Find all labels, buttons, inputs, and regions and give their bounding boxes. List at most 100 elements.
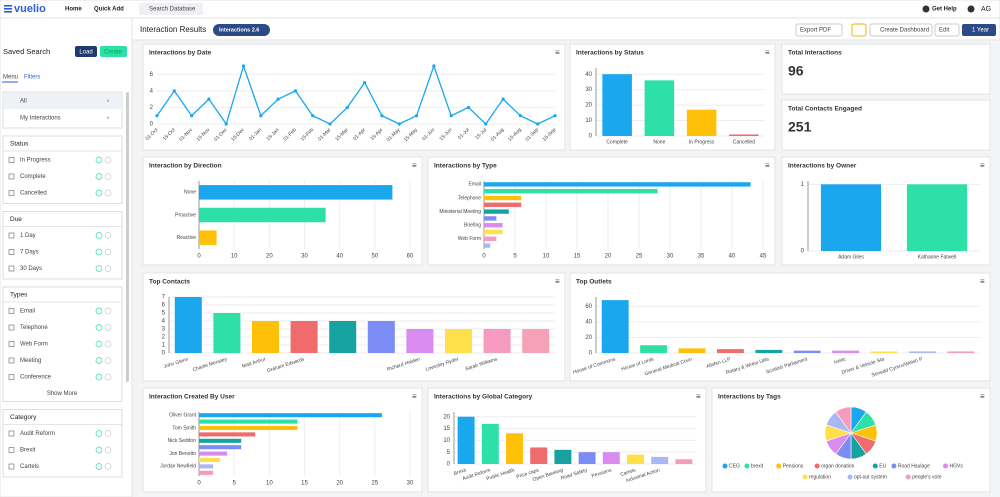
filter-item[interactable]: 7 Days [20,250,39,256]
load[interactable]: Load [79,50,92,56]
filter-item[interactable]: Cancelled [20,191,47,197]
filter-item[interactable]: In Progress [20,158,51,164]
toggle[interactable] [95,357,103,364]
toggle[interactable] [95,307,103,315]
panel-menu[interactable]: ≡ [412,161,417,170]
group-title: Status [10,141,29,148]
toggle[interactable] [95,189,103,197]
toggle[interactable] [95,248,103,256]
nav-item[interactable]: Search Database [149,7,196,13]
item-icon [8,357,15,364]
toggle[interactable] [104,446,112,454]
bar [530,447,548,464]
y-tick-label: Telephone [458,195,481,201]
favourite-button[interactable] [851,23,867,37]
toggle[interactable] [95,373,103,381]
filter-item[interactable]: Complete [20,174,46,180]
dashboard[interactable]: Create Dashboard [880,28,929,34]
bar [199,464,214,469]
point [432,64,436,68]
period[interactable]: 1 Year [972,28,989,34]
panel-menu[interactable]: ≡ [765,161,770,170]
bar [554,449,572,464]
toggle[interactable] [95,446,103,454]
panel-menu[interactable]: ≡ [765,48,770,57]
toggle[interactable] [104,357,112,364]
panel-menu[interactable]: ≡ [555,277,560,286]
toggle[interactable] [104,265,112,272]
filter-item[interactable]: 1 Day [20,233,36,239]
show-more[interactable]: Show More [47,391,78,397]
toggle[interactable] [104,232,112,239]
export-button[interactable] [795,23,843,37]
item-icon [8,341,15,347]
view-item[interactable]: My Interactions [20,116,61,122]
x-tick-label: 25 [371,481,378,487]
logo[interactable]: vuelio [14,3,46,15]
toggle[interactable] [104,189,112,197]
create-button[interactable] [100,46,127,57]
panel-menu[interactable]: ≡ [980,392,985,401]
filter-item[interactable]: Audit Reform [20,431,55,437]
toggle[interactable] [95,430,103,437]
help[interactable]: Get Help [932,7,957,13]
filter-item[interactable]: 30 Days [20,266,42,272]
toggle[interactable] [104,373,112,381]
point [553,114,557,118]
toggle[interactable] [104,248,112,256]
filter-item[interactable]: Telephone [20,325,48,331]
period-button[interactable] [962,24,996,36]
dashboard-button[interactable] [869,23,933,37]
nav-item[interactable]: Quick Add [94,7,124,13]
load-button[interactable] [75,46,97,57]
toggle[interactable] [95,463,103,470]
filter-item[interactable]: Email [20,309,35,315]
filter-item[interactable]: Meeting [20,358,41,364]
search-pill[interactable] [213,24,270,36]
bar [199,451,228,456]
toggle[interactable] [95,173,103,180]
y-tick-label: 20 [585,335,592,341]
legend-label: people's vote [912,474,942,480]
export[interactable]: Export PDF [800,28,831,34]
filter-item[interactable]: Cartels [20,464,39,470]
panel-menu[interactable]: ≡ [412,392,417,401]
bar [484,236,497,241]
toggle[interactable] [95,156,103,164]
toggle[interactable] [104,340,112,348]
panel-menu[interactable]: ≡ [555,48,560,57]
filter-item[interactable]: Conference [20,375,52,381]
y-tick-label: 20 [443,414,450,420]
search-name[interactable]: Interactions 2.6 [219,27,259,33]
toggle[interactable] [95,265,103,272]
toggle[interactable] [95,232,103,239]
panel-menu[interactable]: ≡ [696,392,701,401]
settings-icon[interactable] [967,5,975,13]
tab[interactable]: Filters [24,75,40,81]
view-item[interactable]: All [20,99,27,105]
point [311,114,315,118]
toggle[interactable] [104,324,112,331]
edit[interactable]: Edit [939,28,950,34]
toggle[interactable] [104,430,112,437]
filter-item[interactable]: Brexit [20,448,36,454]
bar [484,182,751,187]
toggle[interactable] [104,307,112,315]
create[interactable]: Create [104,50,123,56]
toggle[interactable] [95,340,103,348]
toggle[interactable] [104,463,112,470]
user[interactable]: AG [981,6,991,13]
toggle[interactable] [104,173,112,180]
panel-menu[interactable]: ≡ [980,277,985,286]
edit-button[interactable] [934,23,960,37]
panel-menu[interactable]: ≡ [980,161,985,170]
panel-title: Total Interactions [788,50,842,57]
legend-label: HGVs [950,463,964,469]
toggle[interactable] [95,324,103,331]
filter-item[interactable]: Web Form [20,342,48,348]
tab[interactable]: Menu [3,75,18,81]
legend-swatch [744,463,750,469]
nav-item[interactable]: Home [65,7,82,13]
search-box[interactable] [139,3,203,15]
toggle[interactable] [104,156,112,164]
